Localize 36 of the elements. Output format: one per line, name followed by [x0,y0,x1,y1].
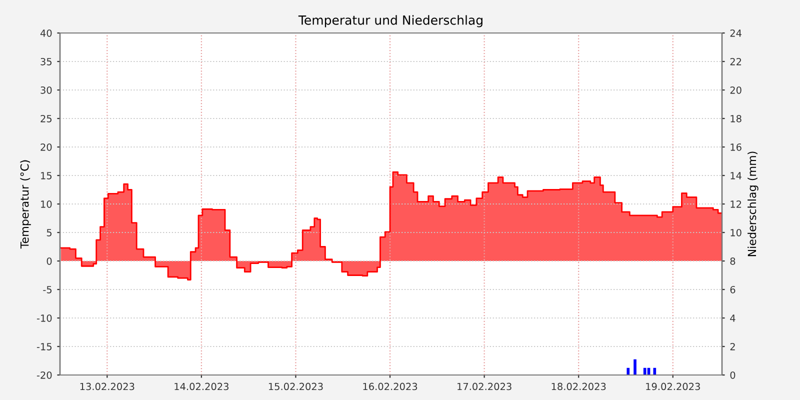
y2-tick-label: 6 [730,286,736,294]
y2-tick-label: 4 [730,314,736,322]
y2-axis-title: Niederschlag (mm) [748,152,758,256]
y2-tick-label: 16 [730,143,742,151]
y-axis-title: Temperatur (°C) [20,160,31,249]
y2-tick-label: 14 [730,172,742,180]
y2-tick-label: 0 [730,371,736,379]
y2-tick-label: 10 [730,228,742,236]
x-tick-label: 17.02.2023 [458,382,512,390]
y-tick-label: 0 [46,257,52,265]
y-tick-label: 40 [40,29,52,37]
y-tick-label: -15 [36,343,52,350]
y-tick-label: -20 [36,371,52,379]
y-tick-label: 20 [40,143,52,151]
x-tick-label: 14.02.2023 [174,382,228,390]
y-tick-label: 15 [41,172,52,180]
y2-tick-label: 18 [730,114,742,122]
y2-tick-label: 20 [730,86,742,94]
y-tick-label: 5 [46,229,52,236]
x-tick-label: 13.02.2023 [80,382,134,390]
y2-tick-label: 8 [730,257,736,265]
y2-tick-label: 22 [730,58,742,66]
x-tick-label: 19.02.2023 [646,382,700,390]
y-tick-label: -5 [43,286,52,294]
y2-tick-label: 2 [730,342,735,350]
y-tick-label: 25 [40,114,52,122]
y-tick-label: 30 [40,86,52,94]
x-tick-label: 15.02.2023 [268,382,323,390]
x-tick-label: 18.02.2023 [552,382,606,390]
y-tick-label: 10 [41,200,52,208]
y-tick-label: 35 [40,58,52,66]
y2-tick-label: 24 [730,29,742,37]
x-tick-label: 16.02.2023 [363,382,418,390]
y-tick-label: -10 [36,314,52,322]
y2-tick-label: 12 [730,200,742,208]
chart-title: Temperatur und Niederschlag [298,15,482,28]
